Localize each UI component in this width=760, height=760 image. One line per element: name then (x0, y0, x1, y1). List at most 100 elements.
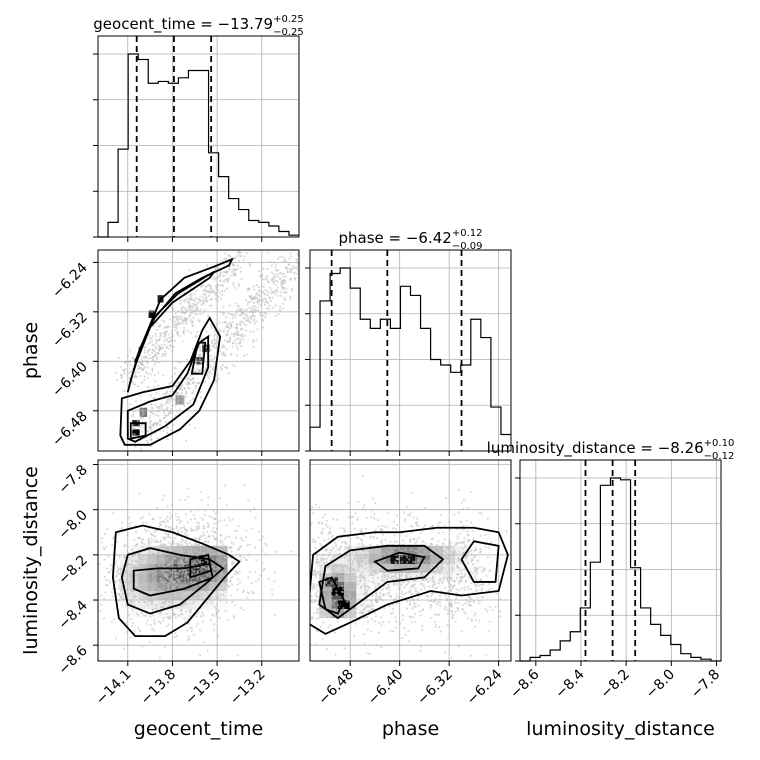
sample-point (325, 648, 329, 651)
sample-point (463, 574, 466, 577)
sample-point (205, 299, 208, 303)
sample-point (152, 412, 155, 416)
sample-point (449, 544, 452, 547)
sample-point (236, 588, 239, 592)
sample-point (86, 597, 88, 599)
sample-point (250, 307, 253, 310)
sample-point (162, 411, 166, 414)
sample-point (133, 427, 136, 430)
density-cell (200, 545, 210, 555)
sample-point (149, 428, 152, 431)
sample-point (175, 583, 178, 586)
sample-point (191, 545, 194, 548)
sample-point (445, 597, 448, 600)
sample-point (196, 576, 199, 579)
sample-point (289, 295, 292, 298)
sample-point (317, 596, 320, 599)
sample-point (289, 278, 292, 282)
sample-point (360, 529, 363, 533)
contour-line (310, 526, 509, 635)
sample-point (151, 587, 154, 590)
sample-point (489, 569, 492, 572)
sample-point (354, 612, 358, 615)
sample-point (128, 522, 131, 525)
sample-point (158, 564, 162, 567)
sample-point (452, 568, 455, 571)
sample-point (123, 361, 126, 364)
sample-point (154, 332, 157, 335)
sample-point (307, 597, 309, 599)
sample-point (358, 580, 362, 583)
sample-point (277, 268, 280, 272)
sample-point (266, 251, 269, 254)
sample-point (346, 574, 349, 577)
sample-point (231, 313, 234, 316)
sample-point (165, 346, 168, 349)
sample-point (393, 520, 396, 523)
sample-point (264, 293, 267, 296)
sample-point (128, 402, 132, 406)
sample-point (147, 590, 151, 593)
sample-point (291, 592, 293, 594)
histogram-phase (309, 267, 511, 451)
sample-point (185, 562, 189, 565)
sample-point (391, 578, 395, 581)
sample-point (156, 583, 159, 586)
sample-point (136, 626, 140, 629)
sample-point (203, 540, 206, 543)
sample-point (140, 572, 143, 575)
sample-point (312, 582, 315, 586)
sample-point (401, 590, 404, 593)
sample-point (150, 541, 153, 544)
sample-point (147, 349, 150, 352)
sample-point (140, 358, 143, 361)
sample-point (163, 646, 167, 649)
sample-point (361, 474, 364, 478)
sample-point (235, 354, 239, 357)
sample-point (240, 234, 242, 236)
sample-point (169, 562, 172, 565)
sample-point (150, 425, 153, 428)
sample-point (185, 584, 189, 587)
sample-point (163, 494, 166, 498)
sample-point (317, 506, 320, 509)
density-cell (467, 609, 481, 619)
sample-point (134, 372, 137, 375)
density-cell (200, 581, 210, 591)
density-cell (381, 554, 394, 564)
sample-point (217, 267, 220, 270)
sample-point (189, 518, 192, 521)
sample-point (284, 537, 286, 539)
sample-point (222, 548, 225, 551)
sample-point (181, 549, 184, 552)
sample-point (205, 330, 208, 333)
sample-point (222, 274, 225, 277)
sample-point (158, 525, 161, 528)
density-cell (368, 600, 382, 610)
sample-point (440, 568, 443, 571)
panel-frame-geocent_time-geocent_time (97, 35, 300, 238)
sample-point (246, 353, 249, 356)
sample-point (306, 552, 308, 554)
sample-point (422, 565, 425, 569)
sample-point (180, 321, 183, 325)
density-cell (182, 590, 192, 601)
sample-point (259, 538, 262, 542)
sample-point (329, 565, 333, 568)
sample-point (302, 587, 304, 589)
sample-point (474, 547, 477, 550)
sample-point (325, 601, 328, 604)
sample-point (147, 578, 151, 581)
sample-point (236, 583, 239, 586)
sample-point (179, 557, 182, 560)
sample-point (222, 263, 226, 266)
sample-point (123, 544, 126, 547)
sample-point (148, 587, 151, 590)
sample-point (353, 556, 357, 559)
sample-point (411, 525, 414, 528)
sample-point (210, 340, 214, 343)
sample-point (213, 568, 216, 571)
sample-point (192, 377, 195, 380)
x-tick-label: −8.0 (643, 667, 678, 702)
sample-point (245, 323, 248, 327)
